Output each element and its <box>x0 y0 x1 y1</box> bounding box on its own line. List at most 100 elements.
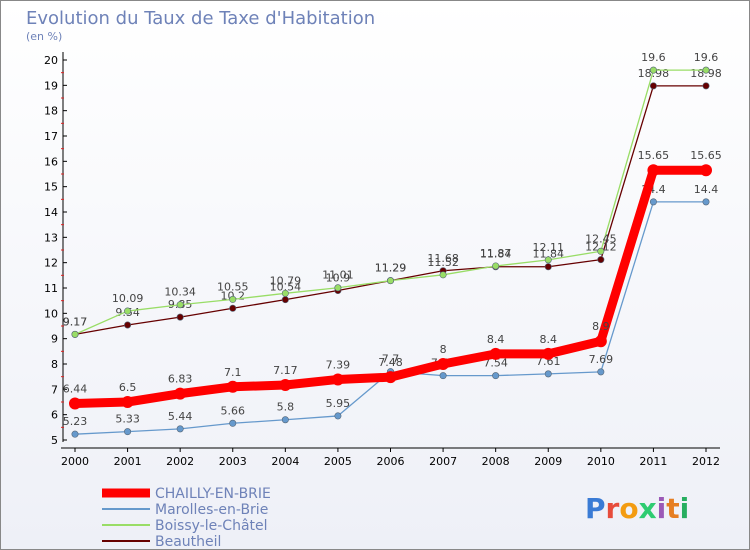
data-point <box>597 368 605 376</box>
proxiti-logo: Proxiti <box>585 492 689 525</box>
data-label: 5.33 <box>115 413 140 426</box>
y-tick-label: 5 <box>51 434 58 447</box>
data-label: 8.4 <box>540 333 558 346</box>
y-tick-label: 10 <box>44 307 58 320</box>
x-tick-label: 2010 <box>587 455 615 468</box>
data-label: 19.6 <box>641 51 666 64</box>
data-point <box>124 428 132 436</box>
series-chailly-en-brie: 6.44 6.5 6.83 7.1 7.17 7.39 7.48 8 8.4 8.4 8.9 15.6… <box>63 149 722 410</box>
data-point <box>544 256 552 264</box>
x-tick-label: 2003 <box>219 455 247 468</box>
x-tick-label: 2005 <box>324 455 352 468</box>
data-label: 5.8 <box>277 401 295 414</box>
data-point <box>124 307 132 315</box>
data-label: 10.34 <box>164 286 196 299</box>
data-point <box>649 198 657 206</box>
data-point <box>71 330 79 338</box>
y-tick-label: 16 <box>44 155 58 168</box>
data-point <box>544 370 552 378</box>
data-point <box>439 372 447 380</box>
x-tick-label: 2008 <box>482 455 510 468</box>
y-tick-label: 7 <box>51 383 58 396</box>
data-label: 10.55 <box>217 280 249 293</box>
data-point <box>489 347 502 360</box>
data-label: 11.52 <box>427 256 459 269</box>
data-point <box>174 387 187 400</box>
data-point <box>229 295 237 303</box>
data-point <box>492 372 500 380</box>
data-label: 11.84 <box>480 248 512 261</box>
data-point <box>176 313 184 321</box>
y-tick-label: 13 <box>44 231 58 244</box>
x-tick-label: 2007 <box>429 455 457 468</box>
proxiti-logo-text: Proxiti <box>585 492 689 525</box>
x-tick-label: 2001 <box>114 455 142 468</box>
data-label: 8 <box>440 343 447 356</box>
data-point <box>334 412 342 420</box>
data-label: 15.65 <box>690 149 722 162</box>
data-point <box>492 262 500 270</box>
data-point <box>281 416 289 424</box>
data-label: 7.48 <box>378 356 403 369</box>
data-point <box>702 198 710 206</box>
data-label: 11.68 <box>427 252 459 265</box>
data-point <box>281 289 289 297</box>
data-point <box>279 379 292 392</box>
x-tick-label: 2004 <box>271 455 299 468</box>
chart-title: Evolution du Taux de Taxe d'Habitation <box>26 8 375 29</box>
chart-legend: CHAILLY-EN-BRIEMarolles-en-BrieBoissy-le… <box>102 486 271 550</box>
chart-unit-label: (en %) <box>26 30 62 43</box>
y-tick-label: 12 <box>44 257 58 270</box>
data-point <box>229 304 237 312</box>
data-label: 15.65 <box>638 149 670 162</box>
data-label: 10.09 <box>112 292 144 305</box>
data-label: 6.83 <box>168 373 193 386</box>
data-label: 14.4 <box>694 183 719 196</box>
x-tick-label: 2012 <box>692 455 720 468</box>
y-tick-label: 18 <box>44 105 58 118</box>
data-label: 12.45 <box>585 232 617 245</box>
data-point <box>649 82 657 90</box>
y-tick-label: 15 <box>44 181 58 194</box>
data-point <box>542 347 555 360</box>
y-tick-label: 11 <box>44 282 58 295</box>
data-label: 7.54 <box>483 357 508 370</box>
data-label: 11.87 <box>480 247 512 260</box>
data-label: 12.12 <box>585 241 617 254</box>
data-point <box>597 247 605 255</box>
y-tick-label: 14 <box>44 206 58 219</box>
legend-label: Beautheil <box>155 534 221 550</box>
data-point <box>594 335 607 348</box>
data-label: 5.95 <box>326 397 351 410</box>
x-tick-label: 2009 <box>534 455 562 468</box>
x-tick-label: 2000 <box>61 455 89 468</box>
data-point <box>700 164 712 177</box>
data-point <box>124 321 132 329</box>
data-label: 5.44 <box>168 410 193 423</box>
data-label: 8.9 <box>592 320 610 333</box>
data-label: 10.9 <box>326 272 351 285</box>
data-label: 5.66 <box>221 404 246 417</box>
data-point <box>386 277 394 285</box>
series-beautheil: 9.179.549.8510.210.5410.911.2911.6811.84… <box>63 67 722 338</box>
data-point <box>176 425 184 433</box>
legend-label: Marolles-en-Brie <box>155 502 268 518</box>
data-point <box>229 419 237 427</box>
data-label: 5.23 <box>63 415 88 428</box>
data-label: 12.11 <box>533 241 565 254</box>
data-label: 10.54 <box>270 281 302 294</box>
y-tick-label: 20 <box>44 54 58 67</box>
data-label: 7.17 <box>273 364 298 377</box>
data-point <box>331 373 344 386</box>
legend-label: Boissy-le-Châtel <box>155 518 268 534</box>
y-tick-label: 8 <box>51 358 58 371</box>
data-label: 19.6 <box>694 51 719 64</box>
y-tick-label: 19 <box>44 79 58 92</box>
data-label: 7.1 <box>224 366 242 379</box>
data-point <box>226 380 239 393</box>
x-tick-label: 2002 <box>166 455 194 468</box>
y-tick-label: 17 <box>44 130 58 143</box>
data-label: 8.4 <box>487 333 505 346</box>
data-label: 11.29 <box>375 262 407 275</box>
